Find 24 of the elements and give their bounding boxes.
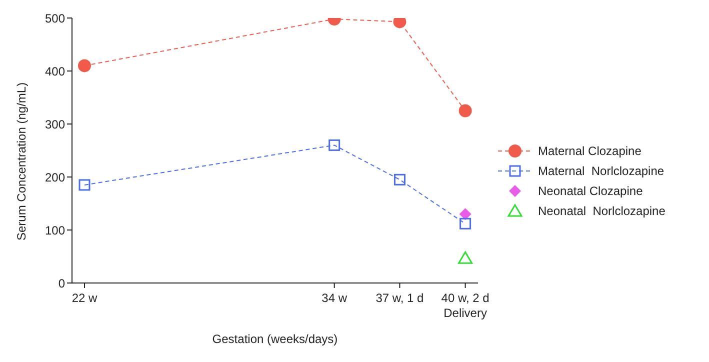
x-tick-label: 34 w [322,291,348,305]
x-tick-label: 40 w, 2 d Delivery [441,291,490,320]
y-tick-label: 500 [44,11,66,26]
legend-label: Neonatal Clozapine [538,184,643,198]
point [78,59,91,72]
y-tick-label: 400 [44,64,66,78]
y-axis-title: Serum Concentration (ng/mL) [14,82,28,240]
legend-label: Maternal Norlclozapine [538,164,664,178]
y-tick-label: 0 [58,276,66,290]
x-tick-label: 22 w [72,291,98,305]
point [460,218,472,230]
point [328,139,340,151]
point [458,251,473,264]
point [78,179,90,191]
point [459,208,472,220]
point [394,174,406,186]
y-tick-label: 100 [44,223,66,238]
legend-label: Neonatal Norlclozapine [538,204,666,218]
y-tick-label: 200 [44,170,66,184]
y-tick-label: 300 [44,117,66,132]
x-tick-label: 37 w, 1 d [376,291,424,305]
legend-label: Maternal Clozapine [538,144,642,158]
point [458,104,472,118]
x-axis-title: Gestation (weeks/days) [212,332,338,346]
